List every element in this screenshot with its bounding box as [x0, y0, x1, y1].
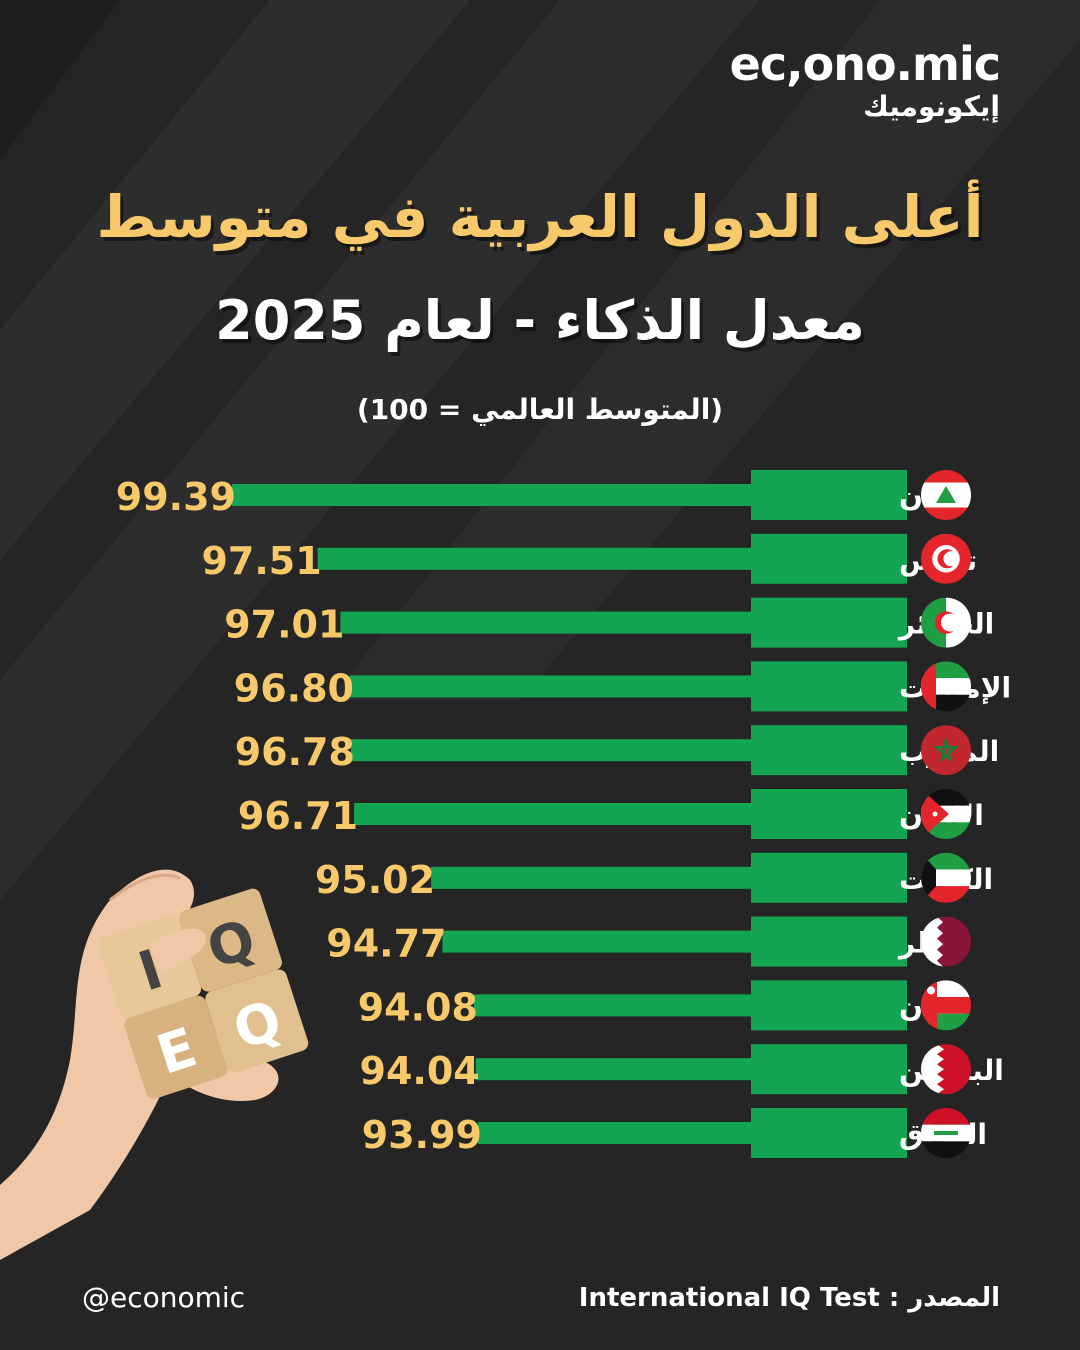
- chart-subtitle: معدل الذكاء - لعام 2025: [215, 289, 865, 352]
- oman-flag-icon: [921, 980, 971, 1031]
- bar: [431, 866, 751, 889]
- bar: [232, 484, 751, 506]
- bar: [478, 1122, 751, 1144]
- logo-arabic: إيكونوميك: [863, 90, 1000, 123]
- chart-row: لبنان99.39: [116, 470, 971, 520]
- lebanon-flag-icon: [921, 470, 971, 520]
- value-label: 93.99: [362, 1113, 482, 1157]
- value-label: 97.01: [224, 603, 344, 647]
- country-label-box: [751, 916, 907, 967]
- iraq-flag-icon: [921, 1108, 971, 1158]
- country-label-box: [751, 597, 907, 648]
- bar: [349, 675, 751, 698]
- country-label-box: [751, 1108, 907, 1158]
- qatar-flag-icon: [921, 916, 971, 967]
- country-label-box: [751, 852, 907, 903]
- source-value: International IQ Test: [578, 1283, 880, 1313]
- logo-english: ec,ono.mic: [729, 37, 1001, 91]
- bar: [340, 611, 751, 634]
- value-label: 99.39: [116, 475, 236, 519]
- value-label: 94.04: [360, 1049, 480, 1093]
- algeria-flag-icon: [921, 597, 971, 648]
- value-label: 97.51: [201, 539, 321, 583]
- chart-row: قطر94.77: [326, 916, 971, 967]
- value-label: 94.08: [358, 985, 478, 1029]
- chart-row: البحرين94.04: [360, 1044, 1004, 1095]
- country-label-box: [751, 789, 907, 839]
- bar: [354, 803, 751, 825]
- chart-title: أعلى الدول العربية في متوسط: [96, 183, 984, 251]
- bahrain-flag-icon: [921, 1044, 971, 1095]
- country-label-box: [751, 980, 907, 1031]
- bars-layer: لبنان99.39 تونس97.51 الجزائر97.01 الإمارات9…: [116, 470, 1011, 1158]
- hand-iq-cubes-illustration: I Q E Q: [0, 869, 309, 1260]
- chart-note: (المتوسط العالمي = 100): [356, 393, 724, 426]
- bar: [473, 994, 751, 1017]
- bar: [442, 930, 751, 953]
- source-credit: المصدر : International IQ Test: [579, 1280, 1000, 1316]
- bar: [317, 547, 751, 570]
- country-label-box: [751, 533, 907, 584]
- value-label: 96.71: [238, 794, 358, 838]
- country-label-box: [751, 661, 907, 712]
- chart-row: المغرب96.78: [235, 725, 999, 776]
- kuwait-flag-icon: [921, 852, 971, 903]
- value-label: 94.77: [326, 922, 446, 966]
- chart-row: تونس97.51: [201, 533, 977, 584]
- chart-row: الجزائر97.01: [224, 597, 994, 648]
- source-label: المصدر :: [888, 1283, 1000, 1313]
- jordan-flag-icon: [921, 789, 971, 839]
- brand-logo: ec,ono.mic إيكونوميك: [729, 37, 1001, 124]
- value-label: 96.80: [234, 666, 354, 710]
- chart-row: الكويت95.02: [315, 852, 993, 903]
- uae-flag-icon: [921, 661, 971, 712]
- country-label-box: [751, 1044, 907, 1095]
- chart-row: عمان94.08: [358, 980, 971, 1031]
- morocco-flag-icon: [921, 725, 971, 776]
- country-label-box: [751, 470, 907, 520]
- value-label: 96.78: [235, 730, 355, 774]
- social-handle: @economic: [82, 1281, 246, 1314]
- tunisia-flag-icon: [921, 533, 971, 584]
- chart-row: العراق93.99: [362, 1108, 987, 1158]
- chart-row: الإمارات96.80: [234, 661, 1011, 712]
- bar: [350, 739, 751, 762]
- chart-row: الأردن96.71: [238, 789, 984, 839]
- country-label-box: [751, 725, 907, 776]
- value-label: 95.02: [315, 858, 435, 902]
- bar: [475, 1058, 751, 1081]
